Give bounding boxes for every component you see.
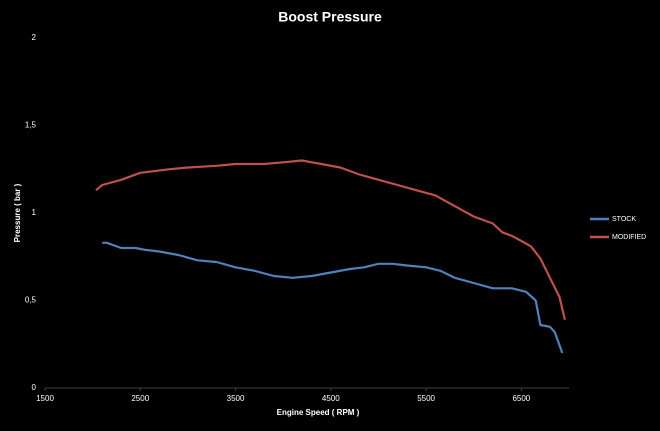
y-tick-label: 0 [32, 383, 37, 392]
y-tick-label: 1 [32, 208, 37, 217]
legend-label: STOCK [612, 216, 636, 223]
chart-title: Boost Pressure [278, 9, 382, 25]
y-tick-label: 1,5 [25, 121, 37, 130]
legend-label: MODIFIED [612, 234, 646, 241]
x-tick-label: 5500 [417, 394, 435, 403]
x-tick-label: 6500 [512, 394, 530, 403]
x-tick-label: 2500 [131, 394, 149, 403]
y-axis-label: Pressure ( bar ) [13, 183, 22, 242]
x-tick-label: 4500 [322, 394, 340, 403]
y-tick-label: 0,5 [25, 296, 37, 305]
line-series [102, 241, 564, 354]
x-tick-label: 3500 [227, 394, 245, 403]
line-series [95, 159, 566, 321]
x-tick-label: 1500 [36, 394, 54, 403]
x-axis-label: Engine Speed ( RPM ) [277, 408, 360, 417]
y-tick-label: 2 [32, 33, 37, 42]
